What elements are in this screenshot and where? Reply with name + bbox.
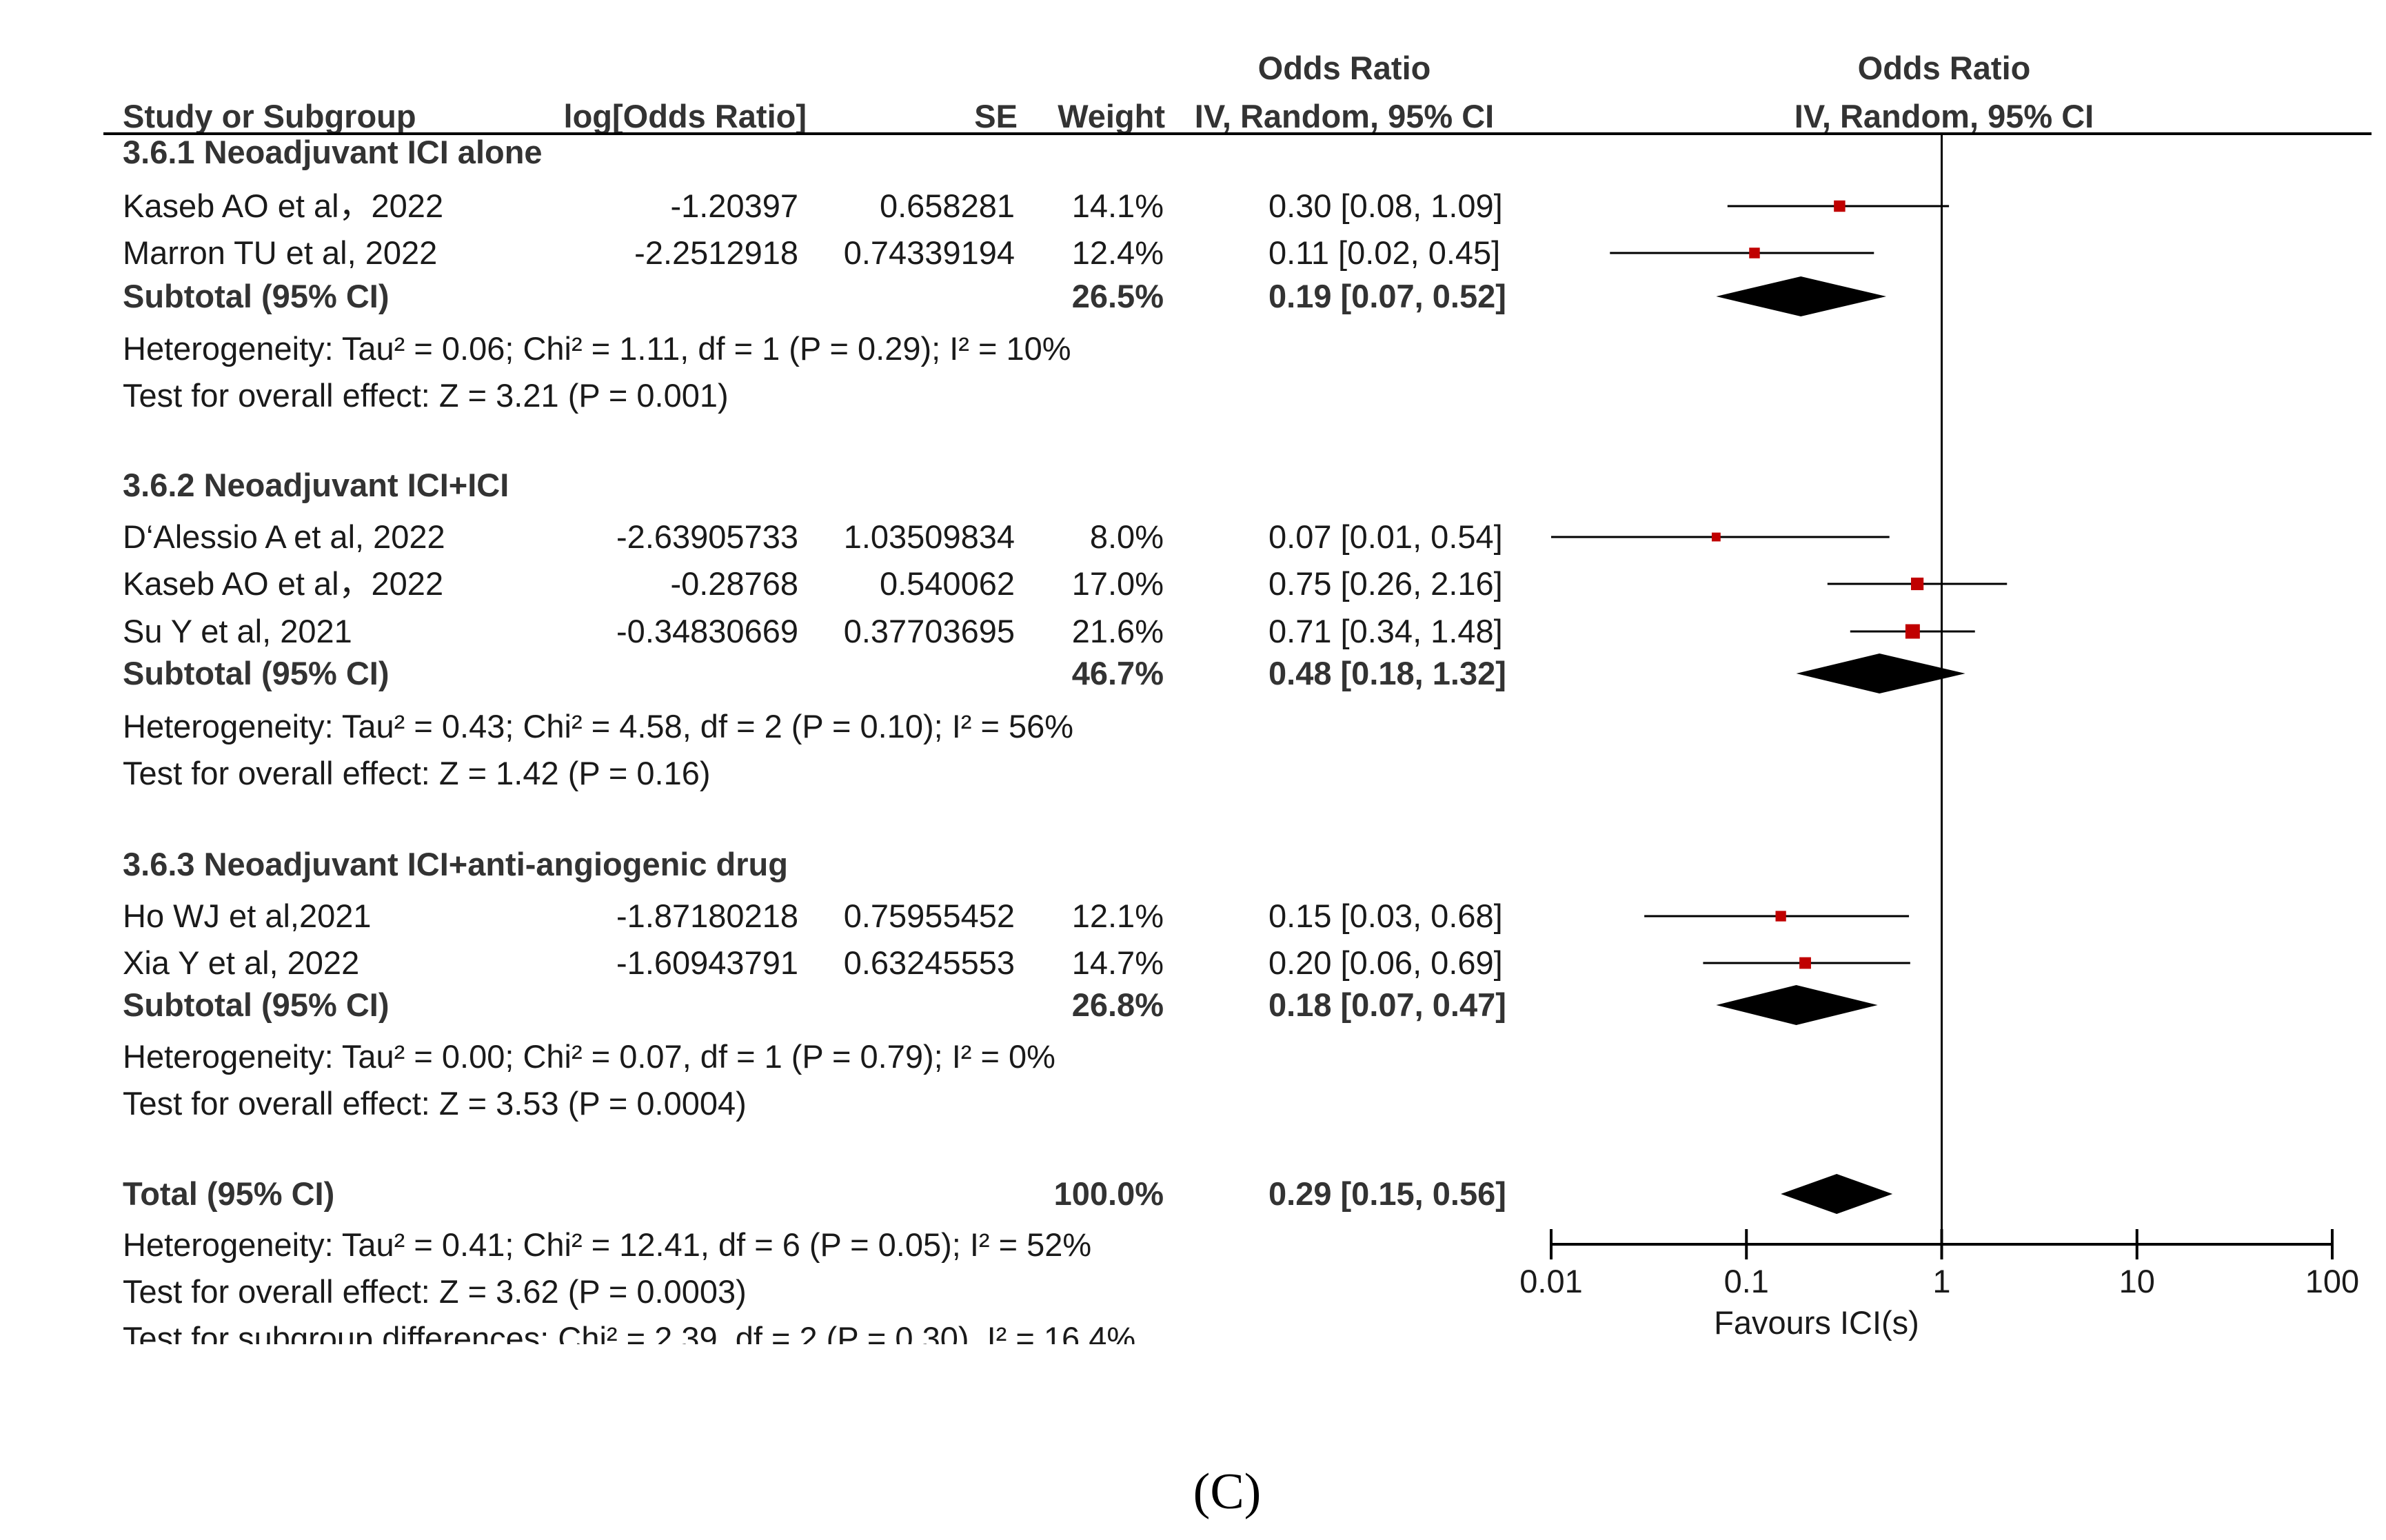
subgroup-title-3: 3.6.3 Neoadjuvant ICI+anti-angiogenic dr… <box>123 846 788 882</box>
study-ci-text-7: 0.20 [0.06, 0.69] <box>1268 944 1503 981</box>
study-log-or-2: -2.2512918 <box>634 234 798 271</box>
study-se-2: 0.74339194 <box>844 234 1015 271</box>
study-name-1: Kaseb AO et al，2022 <box>123 188 443 224</box>
study-ci-text-6: 0.15 [0.03, 0.68] <box>1268 898 1503 934</box>
study-log-or-7: -1.60943791 <box>616 944 798 981</box>
study-marker-7 <box>1799 957 1811 969</box>
study-log-or-3: -2.63905733 <box>616 518 798 555</box>
study-weight-3: 8.0% <box>1090 518 1164 555</box>
subtotal-label-3: Subtotal (95% CI) <box>123 986 389 1023</box>
crop-mask <box>103 1344 1344 1365</box>
study-ci-text-2: 0.11 [0.02, 0.45] <box>1268 234 1500 271</box>
study-weight-7: 14.7% <box>1072 944 1164 981</box>
study-se-3: 1.03509834 <box>844 518 1015 555</box>
x-tick-label-2: 0.1 <box>1724 1263 1769 1299</box>
x-tick-label-5: 100 <box>2305 1263 2359 1299</box>
subtotal-ci-text-1: 0.19 [0.07, 0.52] <box>1268 278 1506 314</box>
total-weight: 100.0% <box>1054 1175 1164 1212</box>
x-tick-label-1: 0.01 <box>1519 1263 1582 1299</box>
study-se-5: 0.37703695 <box>844 613 1015 649</box>
x-tick-label-4: 10 <box>2119 1263 2155 1299</box>
study-name-4: Kaseb AO et al，2022 <box>123 565 443 602</box>
study-marker-1 <box>1834 200 1846 212</box>
study-marker-2 <box>1749 247 1760 259</box>
total-overall-effect-text: Test for overall effect: Z = 3.62 (P = 0… <box>123 1273 747 1310</box>
total-ci-text: 0.29 [0.15, 0.56] <box>1268 1175 1506 1212</box>
heterogeneity-text-1: Heterogeneity: Tau² = 0.06; Chi² = 1.11,… <box>123 330 1071 367</box>
subtotal-ci-text-3: 0.18 [0.07, 0.47] <box>1268 986 1506 1023</box>
header-weight: Weight <box>1058 98 1165 134</box>
subtotal-weight-2: 46.7% <box>1072 655 1164 691</box>
study-se-1: 0.658281 <box>880 188 1015 224</box>
study-name-2: Marron TU et al, 2022 <box>123 234 437 271</box>
x-tick-label-3: 1 <box>1932 1263 1950 1299</box>
overall-effect-text-1: Test for overall effect: Z = 3.21 (P = 0… <box>123 377 729 414</box>
figure-caption: (C) <box>1193 1463 1262 1520</box>
study-ci-text-3: 0.07 [0.01, 0.54] <box>1268 518 1503 555</box>
header-se: SE <box>974 98 1018 134</box>
heterogeneity-text-2: Heterogeneity: Tau² = 0.43; Chi² = 4.58,… <box>123 708 1073 744</box>
header-plot-method: IV, Random, 95% CI <box>1794 98 2094 134</box>
subgroup-title-2: 3.6.2 Neoadjuvant ICI+ICI <box>123 467 509 503</box>
x-axis-label: Favours ICI(s) <box>1714 1304 1919 1341</box>
study-log-or-5: -0.34830669 <box>616 613 798 649</box>
study-marker-6 <box>1775 911 1786 922</box>
study-log-or-4: -0.28768 <box>670 565 798 602</box>
total-label: Total (95% CI) <box>123 1175 334 1212</box>
subtotal-weight-1: 26.5% <box>1072 278 1164 314</box>
subtotal-diamond-1 <box>1716 276 1887 316</box>
study-se-6: 0.75955452 <box>844 898 1015 934</box>
study-ci-text-5: 0.71 [0.34, 1.48] <box>1268 613 1503 649</box>
study-se-4: 0.540062 <box>880 565 1015 602</box>
study-weight-1: 14.1% <box>1072 188 1164 224</box>
study-name-3: D‘Alessio A et al, 2022 <box>123 518 445 555</box>
study-name-5: Su Y et al, 2021 <box>123 613 352 649</box>
total-diamond <box>1781 1174 1893 1214</box>
study-marker-5 <box>1905 624 1920 639</box>
study-weight-6: 12.1% <box>1072 898 1164 934</box>
total-heterogeneity-text: Heterogeneity: Tau² = 0.41; Chi² = 12.41… <box>123 1226 1091 1263</box>
header-or-method: IV, Random, 95% CI <box>1195 98 1494 134</box>
subtotal-diamond-2 <box>1796 654 1965 693</box>
study-ci-text-4: 0.75 [0.26, 2.16] <box>1268 565 1503 602</box>
study-log-or-1: -1.20397 <box>670 188 798 224</box>
subtotal-label-1: Subtotal (95% CI) <box>123 278 389 314</box>
overall-effect-text-3: Test for overall effect: Z = 3.53 (P = 0… <box>123 1085 747 1122</box>
study-weight-4: 17.0% <box>1072 565 1164 602</box>
subgroup-title-1: 3.6.1 Neoadjuvant ICI alone <box>123 134 543 170</box>
subtotal-diamond-3 <box>1716 985 1878 1025</box>
study-se-7: 0.63245553 <box>844 944 1015 981</box>
study-name-7: Xia Y et al, 2022 <box>123 944 359 981</box>
subtotal-ci-text-2: 0.48 [0.18, 1.32] <box>1268 655 1506 691</box>
study-marker-3 <box>1711 532 1721 542</box>
overall-effect-text-2: Test for overall effect: Z = 1.42 (P = 0… <box>123 755 711 791</box>
study-weight-2: 12.4% <box>1072 234 1164 271</box>
subtotal-label-2: Subtotal (95% CI) <box>123 655 389 691</box>
study-weight-5: 21.6% <box>1072 613 1164 649</box>
header-plot-odds-ratio-label: Odds Ratio <box>1858 50 2031 86</box>
subtotal-weight-3: 26.8% <box>1072 986 1164 1023</box>
study-name-6: Ho WJ et al,2021 <box>123 898 372 934</box>
heterogeneity-text-3: Heterogeneity: Tau² = 0.00; Chi² = 0.07,… <box>123 1038 1055 1075</box>
study-ci-text-1: 0.30 [0.08, 1.09] <box>1268 188 1503 224</box>
header-log-odds-ratio: log[Odds Ratio] <box>564 98 807 134</box>
study-log-or-6: -1.87180218 <box>616 898 798 934</box>
study-marker-4 <box>1911 577 1924 591</box>
header-study: Study or Subgroup <box>123 98 416 134</box>
header-odds-ratio-label: Odds Ratio <box>1258 50 1431 86</box>
